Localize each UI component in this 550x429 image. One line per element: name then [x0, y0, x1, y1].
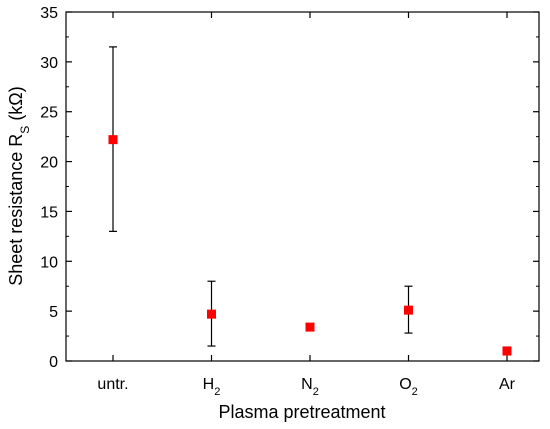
y-tick-label: 0	[49, 354, 58, 371]
x-tick-label: untr.	[97, 376, 128, 393]
y-tick-label: 10	[40, 254, 58, 271]
y-axis: 0 5 10 15 20 25 30 35	[40, 5, 539, 371]
x-axis-title: Plasma pretreatment	[218, 402, 385, 422]
x-tick-label: N2	[301, 376, 319, 398]
x-tick-label: O2	[399, 376, 418, 398]
y-tick-label: 25	[40, 105, 58, 122]
y-tick-label: 5	[49, 304, 58, 321]
data-point	[207, 309, 216, 319]
data-point	[404, 305, 413, 315]
y-axis-title: Sheet resistance RS (kΩ)	[6, 86, 32, 286]
y-tick-label: 30	[40, 55, 58, 72]
plot-area-frame	[65, 11, 540, 362]
data-point	[502, 346, 512, 356]
x-tick-label: Ar	[499, 376, 516, 393]
data-series	[108, 46, 512, 356]
data-point	[108, 135, 118, 145]
data-point	[305, 322, 315, 332]
y-tick-label: 15	[40, 204, 58, 221]
y-tick-label: 35	[40, 5, 58, 22]
y-tick-label: 20	[40, 155, 58, 172]
x-tick-label: H2	[203, 376, 221, 398]
x-axis: untr. H2 N2 O2 Ar	[97, 12, 516, 398]
